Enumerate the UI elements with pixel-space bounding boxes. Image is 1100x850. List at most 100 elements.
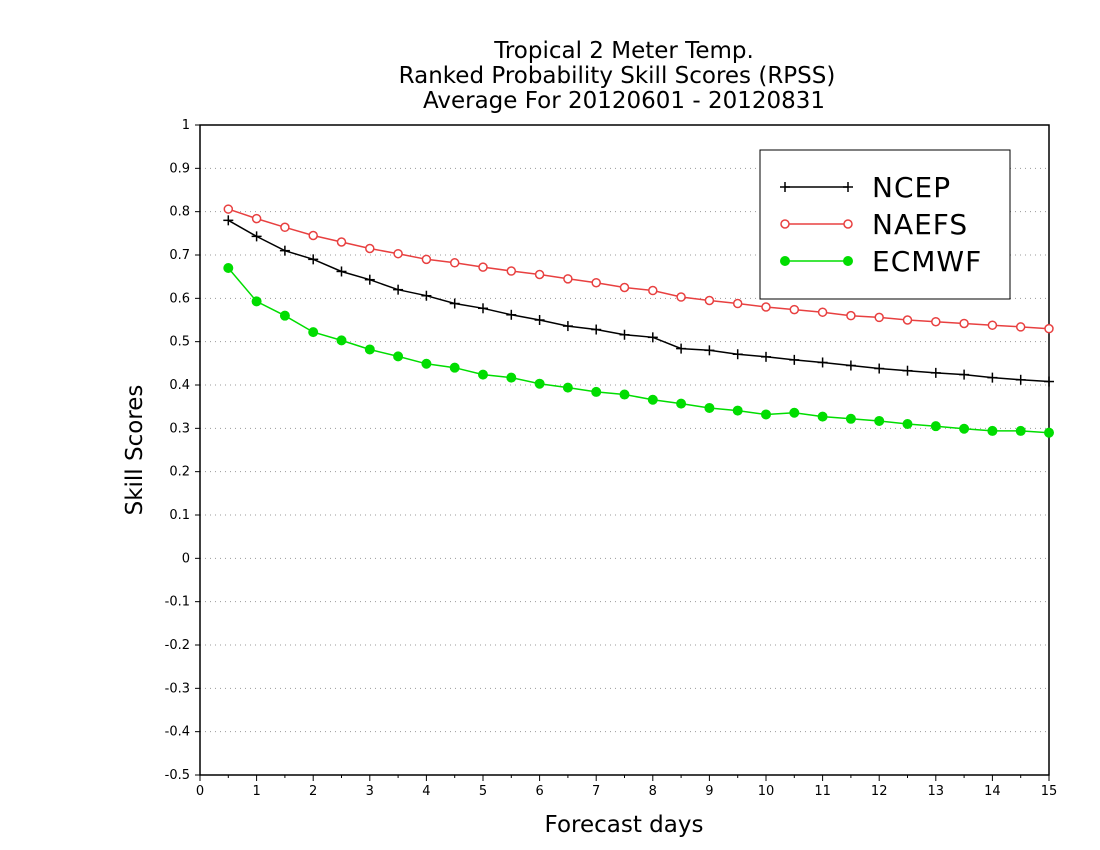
- data-point-naefs: [817, 307, 828, 317]
- data-point-ecmwf: [336, 335, 347, 346]
- data-point-ecmwf: [647, 394, 658, 405]
- data-point-ncep: [761, 351, 771, 362]
- data-point-ncep: [647, 332, 658, 343]
- data-point-naefs: [902, 315, 913, 325]
- series-ecmwf: [223, 263, 1054, 438]
- data-point-ncep: [732, 349, 743, 360]
- legend-marker-ncep: [843, 182, 853, 192]
- legend-label-ecmwf: ECMWF: [872, 245, 982, 278]
- legend: NCEP NAEFS ECMWF: [759, 149, 1011, 300]
- data-point-ncep: [534, 315, 545, 325]
- data-point-ncep: [1015, 374, 1026, 385]
- data-point-ncep: [251, 231, 262, 242]
- data-point-naefs: [959, 318, 969, 329]
- data-point-ecmwf: [506, 372, 517, 383]
- data-point-ecmwf: [902, 419, 913, 429]
- chart-title-line-2: Ranked Probability Skill Scores (RPSS): [399, 63, 836, 89]
- y-tick-label: -0.2: [165, 638, 190, 653]
- data-point-naefs: [761, 302, 771, 312]
- y-tick-label: -0.1: [165, 595, 190, 610]
- data-point-naefs: [619, 282, 630, 293]
- legend-entry-naefs: NAEFS: [780, 208, 968, 241]
- y-tick-label: 0.8: [169, 205, 190, 220]
- chart-title-line-1: Tropical 2 Meter Temp.: [493, 38, 754, 64]
- data-point-ecmwf: [845, 413, 856, 424]
- data-point-naefs: [931, 316, 941, 327]
- legend-marker-ecmwf: [843, 256, 853, 266]
- data-point-ncep: [308, 254, 319, 265]
- data-point-naefs: [251, 213, 262, 224]
- data-point-ecmwf: [478, 369, 488, 380]
- y-tick-label: 0.3: [169, 421, 190, 436]
- data-point-naefs: [591, 277, 601, 288]
- data-point-naefs: [365, 243, 375, 254]
- data-point-ncep: [449, 298, 460, 309]
- data-point-naefs: [449, 258, 460, 268]
- data-point-ecmwf: [619, 389, 630, 400]
- data-point-naefs: [732, 298, 743, 309]
- data-point-ecmwf: [874, 415, 885, 426]
- legend-marker-naefs: [780, 219, 790, 229]
- legend-entry-ncep: NCEP: [780, 171, 950, 204]
- data-point-ncep: [874, 363, 885, 374]
- series-naefs: [223, 204, 1054, 334]
- data-point-ncep: [619, 329, 630, 340]
- legend-marker-ecmwf: [780, 256, 790, 266]
- data-point-naefs: [308, 230, 318, 241]
- data-point-naefs: [1015, 322, 1026, 332]
- data-point-naefs: [563, 274, 573, 284]
- data-point-ecmwf: [364, 344, 375, 355]
- data-point-ncep: [478, 303, 488, 314]
- data-point-naefs: [280, 222, 290, 233]
- data-point-ncep: [704, 345, 715, 356]
- data-point-ncep: [336, 266, 347, 277]
- x-tick-label: 12: [871, 784, 888, 799]
- data-point-naefs: [874, 312, 884, 323]
- data-point-ecmwf: [817, 411, 828, 422]
- data-point-ncep: [506, 309, 517, 320]
- y-tick-label: 0.4: [169, 378, 190, 393]
- data-point-ecmwf: [959, 423, 970, 434]
- x-tick-label: 15: [1041, 784, 1058, 799]
- x-tick-label: 6: [535, 784, 543, 799]
- x-tick-label: 5: [479, 784, 487, 799]
- x-tick-label: 13: [928, 784, 945, 799]
- data-point-ncep: [591, 324, 602, 335]
- data-point-ecmwf: [393, 351, 404, 362]
- x-tick-label: 7: [592, 784, 600, 799]
- data-point-ecmwf: [732, 405, 743, 416]
- data-point-naefs: [506, 266, 517, 276]
- data-point-ecmwf: [223, 263, 234, 273]
- y-tick-label: 0.5: [169, 335, 190, 350]
- data-point-ecmwf: [591, 386, 602, 397]
- data-point-naefs: [846, 310, 856, 321]
- data-point-naefs: [393, 248, 403, 259]
- y-tick-label: 0: [182, 551, 190, 566]
- legend-label-naefs: NAEFS: [872, 208, 968, 241]
- x-tick-label: 11: [814, 784, 831, 799]
- data-point-naefs: [648, 285, 658, 296]
- series-layer: [223, 204, 1054, 438]
- x-tick-label: 2: [309, 784, 317, 799]
- data-point-naefs: [478, 262, 488, 272]
- data-point-ecmwf: [1044, 427, 1054, 438]
- data-point-ecmwf: [421, 358, 432, 369]
- data-point-ecmwf: [534, 378, 545, 389]
- y-tick-label: 0.9: [169, 161, 190, 176]
- data-point-ecmwf: [279, 310, 290, 321]
- y-tick-label: 0.1: [169, 508, 190, 523]
- data-point-ncep: [223, 215, 234, 226]
- y-tick-label: -0.3: [165, 681, 190, 696]
- data-point-ecmwf: [987, 425, 998, 436]
- data-point-ecmwf: [704, 402, 715, 413]
- y-tick-label: 0.2: [169, 465, 190, 480]
- chart-title-line-3: Average For 20120601 - 20120831: [423, 88, 825, 114]
- data-point-naefs: [789, 304, 800, 315]
- data-point-ecmwf: [930, 421, 941, 432]
- data-point-naefs: [704, 295, 715, 306]
- data-point-ncep: [902, 365, 913, 376]
- x-tick-label: 10: [758, 784, 775, 799]
- data-point-ecmwf: [449, 362, 460, 373]
- axis-ticks: 1 0.9 0.8 0.7 0.6 0.5 0.4 0.3 0.2 0.1 0 -0.1 -0.2 -0.…: [165, 118, 1058, 799]
